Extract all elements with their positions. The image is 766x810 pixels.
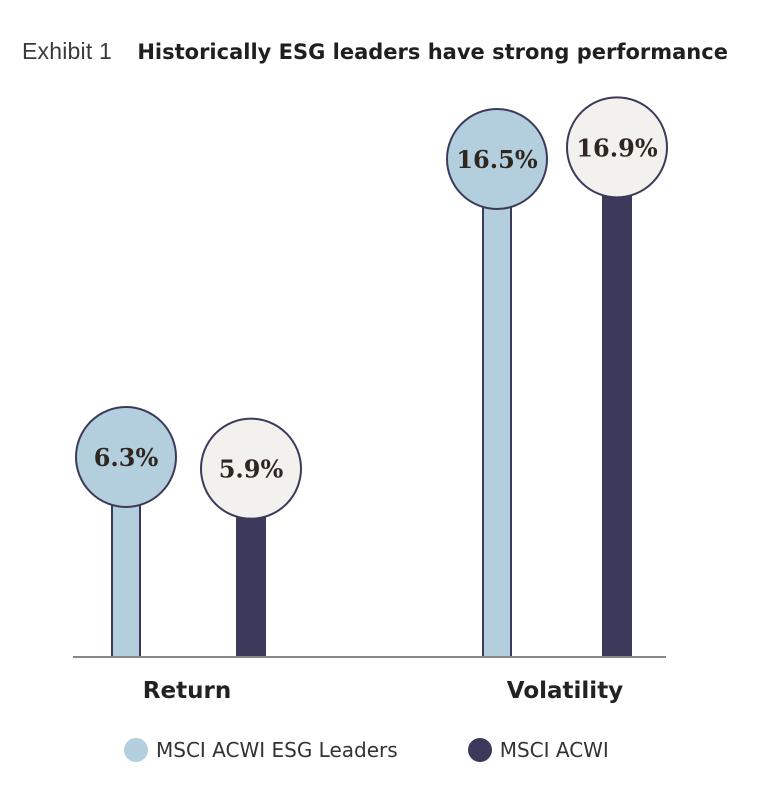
category-labels: Return Volatility [143, 678, 623, 704]
value-label-return-esg-leaders: 6.3% [94, 443, 159, 472]
value-label-volatility-acwi: 16.9% [576, 133, 657, 162]
legend-swatch-acwi [467, 738, 492, 762]
category-label-volatility: Volatility [507, 678, 623, 704]
legend-label-esg-leaders: MSCI ACWI ESG Leaders [156, 738, 398, 762]
bubble-return-esg-leaders [75, 406, 177, 508]
category-label-return: Return [143, 678, 231, 704]
legend-item-acwi: MSCI ACWI [467, 738, 609, 762]
legend-label-acwi: MSCI ACWI [499, 738, 609, 762]
bar-volatility-acwi [602, 146, 632, 658]
bar-volatility-esg-leaders [482, 158, 512, 658]
value-label-volatility-esg-leaders: 16.5% [456, 145, 537, 174]
exhibit-label: Exhibit 1 [22, 38, 113, 64]
legend-item-esg-leaders: MSCI ACWI ESG Leaders [124, 738, 398, 762]
value-label-return-acwi: 5.9% [219, 455, 284, 484]
lollipop-chart: 6.3% 16.5% 5.9% 16.9% Return Volatility [73, 96, 668, 704]
bubble-return-acwi [200, 417, 302, 520]
legend-swatch-esg-leaders [124, 738, 148, 762]
bubble-volatility-esg-leaders [446, 108, 548, 210]
legend: MSCI ACWI ESG Leaders MSCI ACWI [124, 738, 679, 762]
chart-title: Historically ESG leaders have strong per… [137, 40, 728, 64]
bubble-volatility-acwi [566, 96, 668, 199]
chart-marks: 6.3% 16.5% 5.9% 16.9% [75, 96, 668, 658]
chart-header: Exhibit 1 Historically ESG leaders have … [22, 38, 728, 65]
